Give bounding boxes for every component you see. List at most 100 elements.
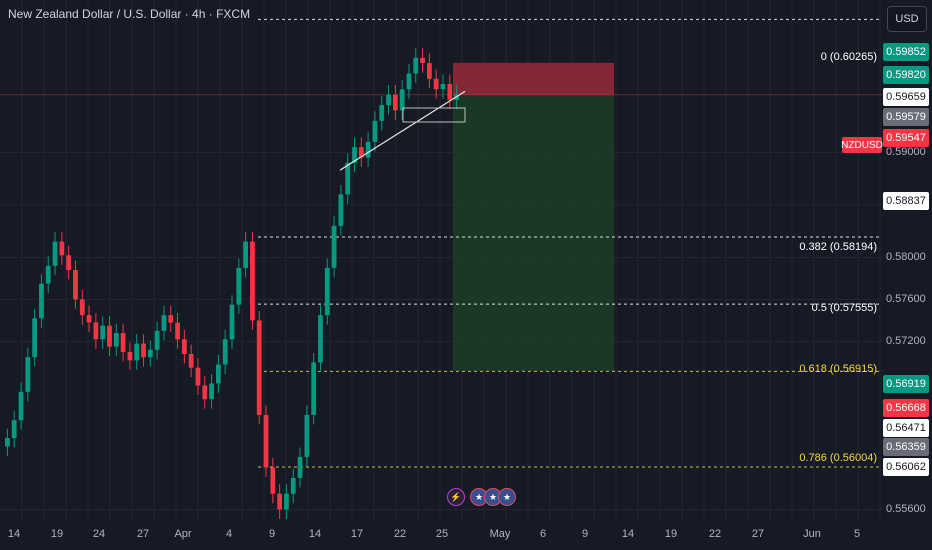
- lightning-icon[interactable]: ⚡: [447, 488, 465, 506]
- time-tick-label: 27: [751, 528, 765, 540]
- candle-body: [277, 493, 283, 510]
- candle-body: [134, 343, 140, 361]
- candle-body: [66, 255, 72, 270]
- time-tick-label: 5: [853, 528, 861, 540]
- candle-body: [386, 94, 391, 106]
- price-tick-label: 0.57200: [886, 335, 926, 348]
- range-box: [402, 107, 466, 123]
- time-tick-label: 27: [136, 528, 150, 540]
- candle-body: [365, 141, 371, 158]
- price-axis-tag: 0.59659: [883, 88, 929, 106]
- candle-body: [168, 315, 174, 323]
- candle-body: [181, 339, 187, 355]
- time-tick-label: 4: [225, 528, 233, 540]
- us-flag-icon[interactable]: ★: [498, 488, 516, 506]
- price-tick-label: 0.55600: [886, 503, 926, 516]
- candle-body: [399, 89, 405, 111]
- chart-title: New Zealand Dollar / U.S. Dollar · 4h · …: [8, 7, 251, 21]
- candle-body: [229, 304, 235, 340]
- candle-body: [243, 241, 248, 268]
- price-axis-tag: 0.56359: [883, 438, 929, 456]
- candle-body: [5, 438, 10, 447]
- candle-body: [304, 414, 310, 457]
- time-tick-label: 19: [664, 528, 678, 540]
- candle-body: [331, 225, 337, 268]
- candle-body: [270, 467, 276, 494]
- fib-level-label: 0.5 (0.57555): [811, 302, 877, 314]
- candle-body: [25, 357, 31, 392]
- candle-body: [426, 63, 432, 79]
- candle-body: [73, 269, 78, 300]
- candle-body: [297, 456, 303, 478]
- candle-body: [324, 267, 330, 316]
- candle-body: [284, 493, 289, 510]
- fib-level-label: 0.618 (0.56915): [799, 363, 877, 375]
- chart-area[interactable]: [0, 0, 882, 520]
- currency-button[interactable]: USD: [887, 6, 927, 32]
- time-tick-label: 25: [435, 528, 449, 540]
- candle-body: [256, 320, 262, 415]
- time-tick-label: May: [489, 528, 511, 540]
- candle-body: [222, 339, 228, 365]
- candle-body: [447, 84, 453, 100]
- time-tick-label: 14: [621, 528, 635, 540]
- us-flag-icon[interactable]: ★: [484, 488, 502, 506]
- price-axis-tag: 0.59820: [883, 66, 929, 84]
- candle-body: [202, 385, 208, 400]
- candle-body: [141, 343, 146, 358]
- symbol-price-label: NZDUSD: [841, 137, 883, 153]
- trendline: [339, 90, 466, 171]
- time-tick-label: 19: [50, 528, 64, 540]
- candle-body: [59, 241, 65, 256]
- price-tick-label: 0.57600: [886, 293, 926, 306]
- time-tick-label: Jun: [803, 528, 821, 540]
- time-tick-label: 24: [92, 528, 106, 540]
- take-profit-zone: [453, 94, 614, 371]
- candle-body: [318, 315, 323, 363]
- time-tick-label: 22: [708, 528, 722, 540]
- candle-body: [18, 391, 24, 421]
- candle-body: [406, 73, 412, 90]
- candle-body: [250, 241, 255, 321]
- time-tick-label: 6: [539, 528, 547, 540]
- candle-body: [263, 414, 269, 468]
- time-axis[interactable]: [0, 520, 932, 550]
- price-tick-label: 0.59000: [886, 146, 926, 159]
- candle-body: [209, 383, 214, 400]
- candle-body: [440, 84, 446, 90]
- candle-body: [188, 354, 194, 368]
- candle-body: [338, 194, 344, 226]
- price-axis-tag: 0.59579: [883, 108, 929, 126]
- price-axis-tag: 0.58837: [883, 192, 929, 210]
- price-chart[interactable]: [0, 0, 882, 520]
- price-tick-label: 0.58000: [886, 251, 926, 264]
- price-axis-tag: 0.56062: [883, 458, 929, 476]
- price-axis-tag: 0.56919: [883, 375, 929, 393]
- candle-body: [290, 477, 296, 494]
- candle-body: [216, 364, 221, 384]
- time-tick-label: 17: [350, 528, 364, 540]
- candle-body: [175, 322, 180, 340]
- candle-body: [11, 420, 17, 439]
- candle-body: [45, 265, 51, 284]
- stop-loss-zone: [453, 62, 614, 95]
- candle-body: [107, 325, 112, 347]
- price-axis-tag: 0.56471: [883, 419, 929, 437]
- fib-level-label: 0 (0.60265): [820, 51, 877, 63]
- candle-body: [113, 333, 119, 347]
- us-flag-icon[interactable]: ★: [470, 488, 488, 506]
- candle-body: [392, 94, 398, 111]
- candle-body: [127, 351, 133, 361]
- time-tick-label: 14: [308, 528, 322, 540]
- time-tick-label: 22: [393, 528, 407, 540]
- time-tick-label: 9: [268, 528, 276, 540]
- time-tick-label: 14: [7, 528, 21, 540]
- candle-body: [413, 57, 419, 74]
- candle-body: [420, 57, 425, 64]
- candle-body: [120, 333, 126, 352]
- candle-body: [79, 299, 85, 316]
- candle-body: [93, 322, 99, 340]
- candle-body: [379, 105, 385, 121]
- candle-body: [147, 349, 153, 358]
- time-tick-label: 9: [581, 528, 589, 540]
